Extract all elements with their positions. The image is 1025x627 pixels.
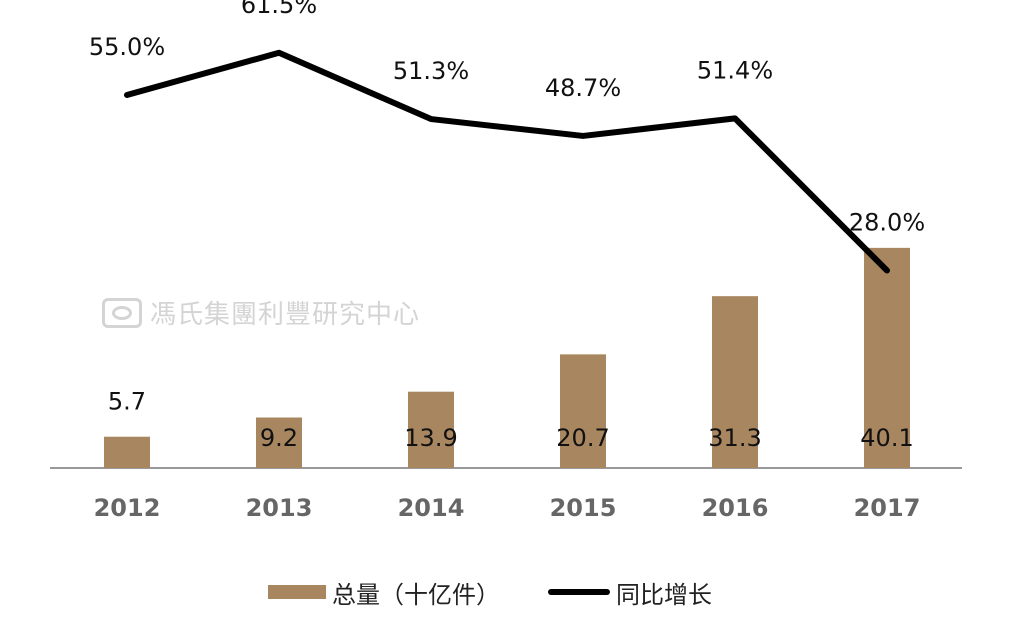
bar-2014 (408, 391, 454, 468)
bar-2013 (256, 417, 302, 468)
bar-2017 (864, 247, 910, 468)
x-tick-label-2014: 2014 (398, 494, 465, 522)
growth-label-2017: 28.0% (849, 209, 925, 237)
legend: 总量（十亿件） 同比增长 (268, 574, 760, 610)
bar-label-2016: 31.3 (708, 424, 761, 452)
bar-label-2013: 9.2 (260, 424, 298, 452)
watermark-logo-icon (102, 297, 142, 328)
growth-label-2015: 48.7% (545, 74, 621, 102)
bar-label-2012: 5.7 (108, 388, 146, 416)
bar-2015 (560, 354, 606, 468)
legend-swatch-bar (268, 585, 326, 599)
growth-label-2014: 51.3% (393, 57, 469, 85)
legend-item-bar: 总量（十亿件） (268, 575, 500, 610)
bar-label-2017: 40.1 (860, 424, 913, 452)
growth-label-2013: 61.5% (241, 0, 317, 19)
growth-line (124, 49, 890, 274)
legend-swatch-line (548, 589, 610, 595)
growth-label-2016: 51.4% (697, 56, 773, 84)
x-tick-label-2016: 2016 (702, 494, 769, 522)
legend-label-line: 同比增长 (616, 580, 712, 609)
x-tick-label-2015: 2015 (550, 494, 617, 522)
x-tick-label-2012: 2012 (94, 494, 161, 522)
bar-2016 (712, 296, 758, 468)
bar-label-2014: 13.9 (404, 424, 457, 452)
legend-item-line: 同比增长 (548, 575, 712, 610)
x-tick-label-2013: 2013 (246, 494, 313, 522)
x-tick-label-2017: 2017 (854, 494, 921, 522)
watermark-text: 馮氏集團利豐研究中心 (150, 300, 421, 330)
bar-2012 (104, 436, 150, 468)
watermark: 馮氏集團利豐研究中心 (102, 294, 420, 331)
legend-label-bar: 总量（十亿件） (332, 580, 500, 609)
bar-label-2015: 20.7 (556, 424, 609, 452)
growth-label-2012: 55.0% (89, 33, 165, 61)
